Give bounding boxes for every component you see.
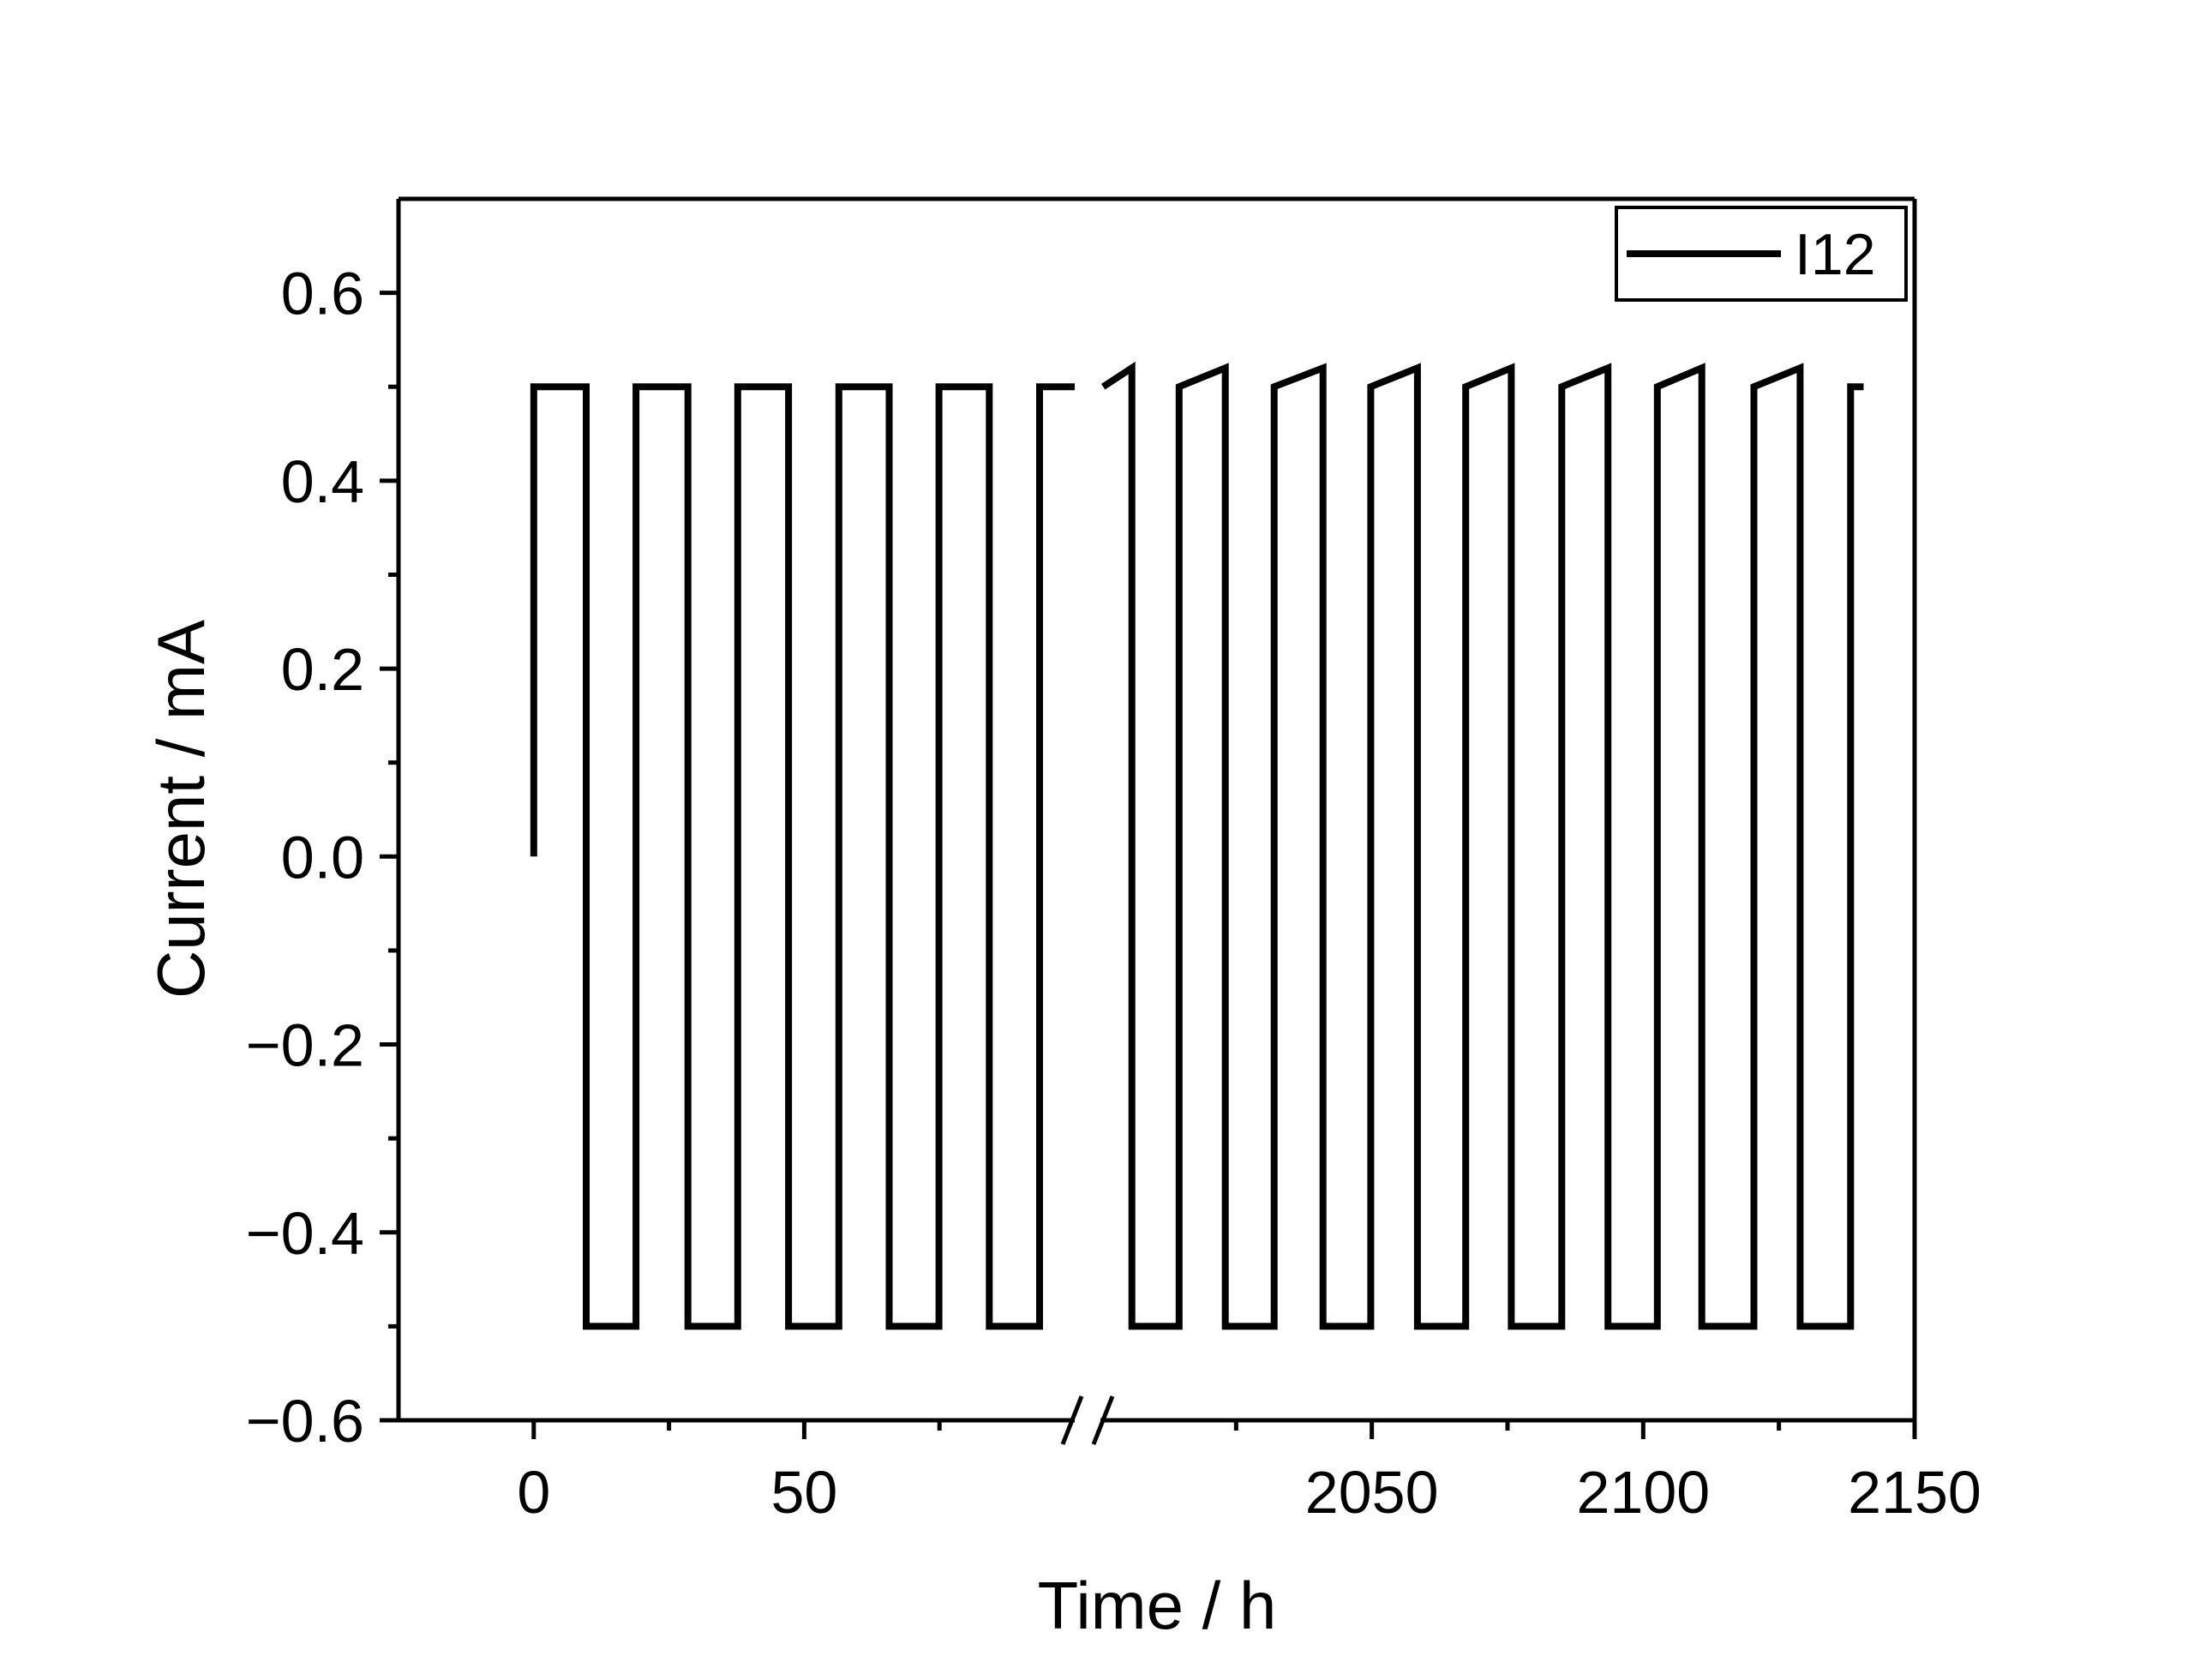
axis-break xyxy=(1091,1395,1115,1445)
y-tick-label: 0.4 xyxy=(281,448,364,515)
x-tick-label: 0 xyxy=(517,1459,550,1526)
y-tick-label: 0.0 xyxy=(281,824,364,891)
data-line xyxy=(530,383,1075,1330)
y-tick-label: −0.6 xyxy=(246,1388,364,1455)
y-tick-label: 0.6 xyxy=(281,261,364,327)
x-tick-label: 2050 xyxy=(1305,1459,1439,1526)
y-axis-title: Current / mA xyxy=(143,620,219,999)
y-tick-label: −0.4 xyxy=(246,1200,364,1267)
x-tick-label: 2150 xyxy=(1848,1459,1981,1526)
y-tick-label: −0.2 xyxy=(246,1012,364,1079)
x-tick-label: 50 xyxy=(770,1459,837,1526)
x-axis-title: Time / h xyxy=(1038,1568,1277,1643)
legend-label: I12 xyxy=(1795,222,1876,287)
axis-break xyxy=(1060,1395,1084,1445)
y-tick-label: 0.2 xyxy=(281,636,364,703)
x-tick-label: 2100 xyxy=(1576,1459,1710,1526)
data-line xyxy=(1101,361,1864,1330)
